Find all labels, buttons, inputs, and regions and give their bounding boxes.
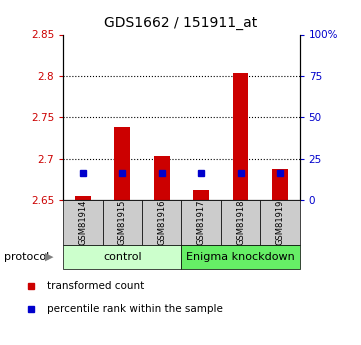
Bar — [63, 245, 182, 269]
Bar — [193, 190, 209, 200]
Bar — [272, 169, 288, 200]
Bar — [260, 200, 300, 245]
Text: percentile rank within the sample: percentile rank within the sample — [47, 304, 223, 314]
Text: ▶: ▶ — [44, 252, 53, 262]
Bar — [221, 200, 260, 245]
Bar — [103, 200, 142, 245]
Text: GSM81917: GSM81917 — [197, 200, 206, 245]
Bar — [232, 72, 248, 200]
Text: GSM81916: GSM81916 — [157, 200, 166, 245]
Text: control: control — [103, 252, 142, 262]
Text: GSM81919: GSM81919 — [275, 200, 284, 245]
Bar — [154, 156, 170, 200]
Bar — [114, 127, 130, 200]
Bar — [182, 245, 300, 269]
Text: GSM81914: GSM81914 — [78, 200, 87, 245]
Bar — [63, 200, 103, 245]
Bar — [182, 200, 221, 245]
Bar — [75, 196, 91, 200]
Text: GDS1662 / 151911_at: GDS1662 / 151911_at — [104, 16, 257, 30]
Text: GSM81918: GSM81918 — [236, 200, 245, 245]
Bar — [142, 200, 182, 245]
Text: transformed count: transformed count — [47, 282, 144, 291]
Text: Enigma knockdown: Enigma knockdown — [186, 252, 295, 262]
Text: GSM81915: GSM81915 — [118, 200, 127, 245]
Text: protocol: protocol — [4, 252, 49, 262]
